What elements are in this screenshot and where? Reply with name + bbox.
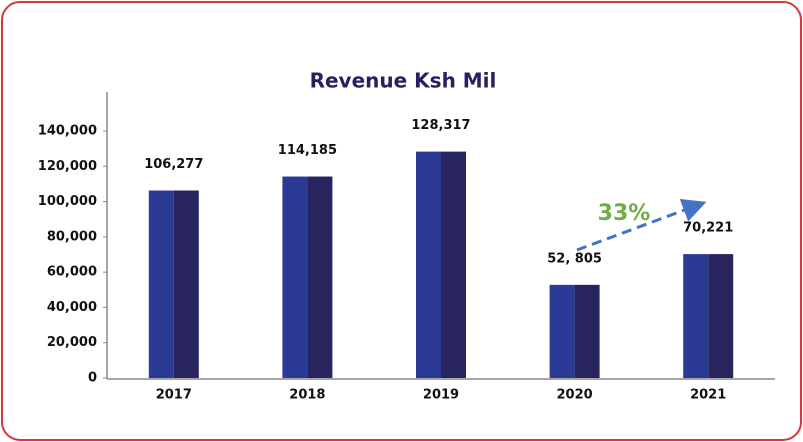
bar-half (282, 176, 308, 378)
bar (416, 151, 466, 378)
annotation: 33% (598, 201, 651, 226)
bar-half (307, 176, 333, 378)
y-tick-label: 0 (88, 371, 97, 386)
y-tick-label: 140,000 (38, 124, 97, 139)
x-tick-label: 2021 (690, 388, 726, 403)
bar-half (549, 284, 575, 378)
value-label: 52, 805 (547, 251, 602, 266)
bar (549, 284, 600, 378)
y-tick-label: 120,000 (38, 159, 97, 174)
y-tick-label: 20,000 (47, 335, 97, 350)
x-tick-label: 2020 (557, 388, 593, 403)
x-tick-label: 2018 (289, 388, 325, 403)
bar (148, 190, 199, 378)
bar-half (708, 254, 734, 378)
value-label: 128,317 (411, 118, 470, 133)
y-tick-label: 100,000 (38, 194, 97, 209)
bar-half (416, 151, 441, 378)
trend-arrow (576, 198, 707, 252)
value-label: 70,221 (683, 221, 733, 236)
bar (683, 254, 734, 378)
chart-title: Revenue Ksh Mil (310, 69, 497, 93)
bar (282, 176, 333, 378)
bar-half (173, 190, 199, 378)
value-label: 114,185 (278, 143, 337, 158)
y-tick-label: 60,000 (47, 265, 97, 280)
bar-half (441, 151, 466, 378)
y-tick-label: 80,000 (47, 229, 97, 244)
y-tick-label: 40,000 (47, 300, 97, 315)
bar-half (683, 254, 709, 378)
value-label: 106,277 (144, 157, 203, 172)
bar-half (148, 190, 174, 378)
bar-half (574, 284, 600, 378)
x-tick-label: 2019 (423, 388, 459, 403)
x-tick-label: 2017 (156, 388, 192, 403)
